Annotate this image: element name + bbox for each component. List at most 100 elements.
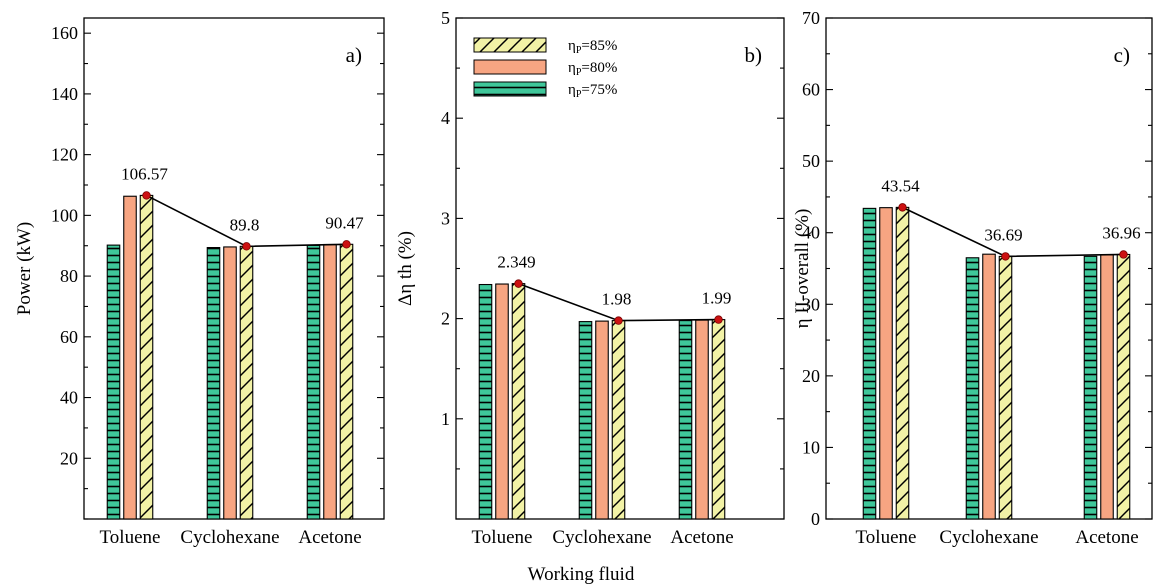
bar-series-75-cyclohexane xyxy=(965,257,980,520)
bar-series-80-cyclohexane xyxy=(223,246,237,520)
panel-label: a) xyxy=(346,43,362,67)
legend-label: ηP=75% xyxy=(568,82,617,100)
bar-series-80-toluene xyxy=(879,207,893,520)
data-label: 89.8 xyxy=(230,215,260,234)
panel-label: c) xyxy=(1114,43,1130,67)
trend-marker xyxy=(242,242,251,251)
y-tick-label: 4 xyxy=(441,108,450,128)
x-category-label: Cyclohexane xyxy=(552,527,651,548)
x-category-label: Cyclohexane xyxy=(180,527,279,548)
trend-marker xyxy=(1119,250,1128,259)
legend-label: ηP=80% xyxy=(568,60,617,78)
y-tick-label: 60 xyxy=(802,80,820,100)
legend-subscript: P xyxy=(576,67,582,78)
y-tick-label: 120 xyxy=(51,145,78,165)
y-tick-label: 40 xyxy=(60,388,78,408)
data-label: 36.69 xyxy=(984,225,1022,244)
x-category-label: Acetone xyxy=(1075,527,1138,548)
bar-series-80-toluene xyxy=(495,283,509,520)
bar-series-85-toluene xyxy=(139,194,154,520)
data-label: 1.98 xyxy=(602,290,632,309)
data-label: 106.57 xyxy=(121,164,168,183)
trend-marker xyxy=(614,316,623,325)
x-category-label: Cyclohexane xyxy=(939,527,1038,548)
trend-marker xyxy=(142,191,151,200)
chart-panel-1: 20 40 60 80 100 120 140 160 Power (kW) a) Toluene C… xyxy=(14,17,385,548)
data-label: 1.99 xyxy=(702,289,732,308)
trend-marker xyxy=(514,279,523,288)
bar-series-85-acetone xyxy=(339,243,354,520)
data-label: 36.96 xyxy=(1102,223,1140,242)
bar-series-85-toluene xyxy=(511,283,526,520)
trend-marker xyxy=(714,315,723,324)
y-tick-label: 3 xyxy=(441,208,450,228)
y-tick-label: 50 xyxy=(802,151,820,171)
legend-label: ηP=85% xyxy=(568,38,617,56)
y-tick-label: 40 xyxy=(802,223,820,243)
x-category-label: Toluene xyxy=(100,527,161,548)
y-tick-label: 0 xyxy=(811,509,820,529)
x-axis-title: Working fluid xyxy=(528,564,635,585)
bar-series-85-cyclohexane xyxy=(998,255,1013,520)
bar-series-85-acetone xyxy=(1116,253,1131,520)
y-tick-label: 140 xyxy=(51,84,78,104)
bar-series-80-cyclohexane xyxy=(982,253,996,520)
legend: ηP=85%ηP=80%ηP=75% xyxy=(473,37,617,100)
legend-swatch-series-75 xyxy=(473,81,547,97)
legend-swatch-series-80 xyxy=(473,59,547,75)
y-tick-label: 1 xyxy=(441,409,450,429)
bar-series-80-acetone xyxy=(323,243,337,520)
chart-panel-3: 0 10 20 30 40 50 60 70 η II-overall (%) c) Toluene… xyxy=(792,8,1153,548)
bar-series-85-acetone xyxy=(711,319,726,520)
legend-value: =80% xyxy=(581,60,617,76)
y-tick-label: 5 xyxy=(441,8,450,28)
bar-series-80-toluene xyxy=(123,195,137,520)
y-tick-label: 2 xyxy=(441,309,450,329)
y-tick-label: 80 xyxy=(60,266,78,286)
y-tick-label: 10 xyxy=(802,437,820,457)
bar-series-75-cyclohexane xyxy=(578,321,593,520)
bar-series-75-cyclohexane xyxy=(206,246,221,520)
x-category-label: Toluene xyxy=(856,527,917,548)
y-tick-label: 70 xyxy=(802,8,820,28)
legend-swatch-series-85 xyxy=(473,37,547,53)
y-tick-label: 60 xyxy=(60,327,78,347)
y-axis-title: Power (kW) xyxy=(14,222,35,315)
trend-marker xyxy=(1001,252,1010,261)
chart-panel-2: 1 2 3 4 5 Δη th (%) b) Toluene Cyclohexane Aceton… xyxy=(395,8,785,548)
x-category-label: Acetone xyxy=(298,527,361,548)
y-tick-label: 30 xyxy=(802,294,820,314)
bar-series-75-acetone xyxy=(1083,255,1098,520)
data-label: 43.54 xyxy=(881,176,920,195)
y-tick-label: 160 xyxy=(51,23,78,43)
legend-value: =85% xyxy=(581,38,617,54)
legend-subscript: P xyxy=(576,89,582,100)
bar-series-75-toluene xyxy=(862,207,877,520)
bar-series-85-cyclohexane xyxy=(611,320,626,520)
y-axis-title: η II-overall (%) xyxy=(792,209,813,329)
data-label: 2.349 xyxy=(497,253,535,272)
y-tick-label: 100 xyxy=(51,205,78,225)
legend-symbol: η xyxy=(568,82,576,98)
bar-series-75-acetone xyxy=(678,320,693,520)
trend-marker xyxy=(342,240,351,249)
panel-label: b) xyxy=(745,43,763,67)
bar-series-85-toluene xyxy=(895,206,910,520)
trend-marker xyxy=(898,203,907,212)
legend-symbol: η xyxy=(568,38,576,54)
y-axis-title: Δη th (%) xyxy=(395,231,416,306)
data-label: 90.47 xyxy=(325,213,364,232)
bar-series-80-acetone xyxy=(1100,254,1114,520)
y-tick-label: 20 xyxy=(60,448,78,468)
bar-series-75-toluene xyxy=(478,283,493,520)
bar-series-75-toluene xyxy=(106,244,121,520)
x-category-label: Acetone xyxy=(670,527,733,548)
legend-subscript: P xyxy=(576,45,582,56)
y-tick-label: 20 xyxy=(802,366,820,386)
bar-series-85-cyclohexane xyxy=(239,245,254,520)
bar-series-80-cyclohexane xyxy=(595,320,609,520)
bar-series-80-acetone xyxy=(695,319,709,520)
x-category-label: Toluene xyxy=(472,527,533,548)
legend-symbol: η xyxy=(568,60,576,76)
